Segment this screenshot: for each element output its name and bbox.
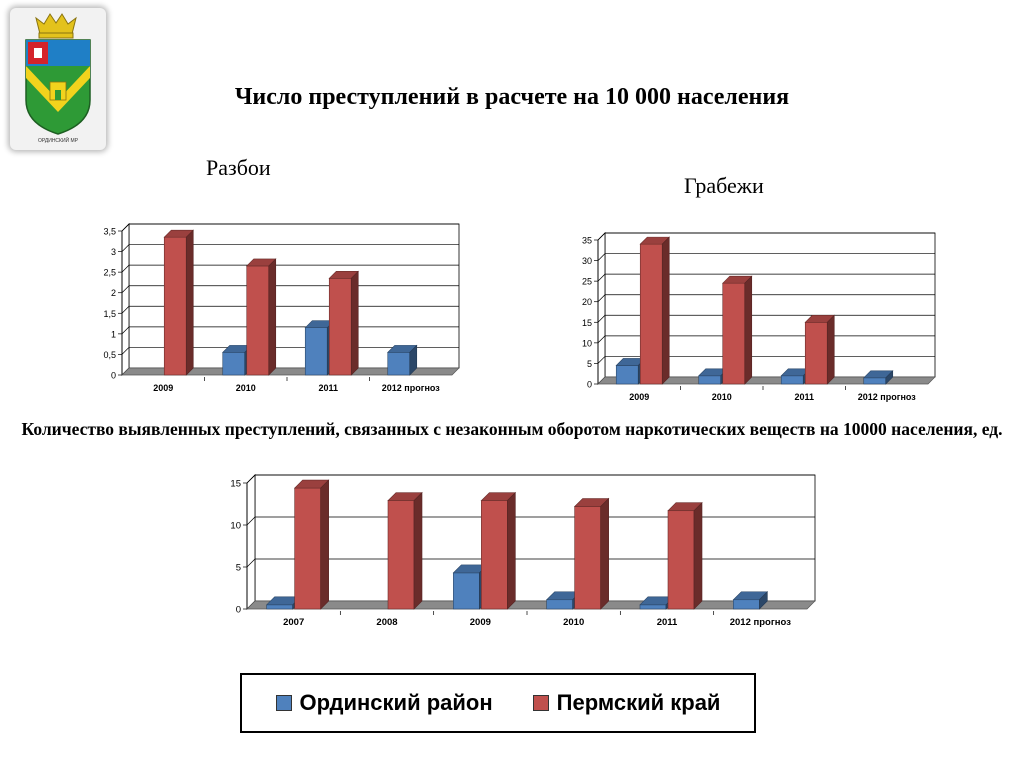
gridline bbox=[597, 253, 935, 261]
bar-perm bbox=[722, 275, 753, 385]
bar-perm bbox=[573, 497, 610, 610]
y-tick-label: 30 bbox=[582, 256, 592, 266]
legend-item-perm: Пермский край bbox=[532, 690, 721, 716]
bar-perm bbox=[293, 479, 330, 610]
plot-floor bbox=[246, 600, 816, 610]
legend-swatch-perm bbox=[532, 695, 549, 711]
gridline bbox=[246, 516, 815, 526]
y-tick-label: 0 bbox=[111, 371, 116, 381]
gridline bbox=[121, 264, 459, 273]
slide-title: Число преступлений в расчете на 10 000 н… bbox=[234, 84, 790, 110]
gridline bbox=[597, 273, 935, 282]
chart-robbery-title: Разбои bbox=[206, 155, 271, 180]
x-tick-label: 2009 bbox=[470, 617, 491, 628]
y-tick-label: 1,5 bbox=[103, 309, 116, 319]
bar-perm bbox=[328, 270, 359, 376]
mugging-chart: 0 5 10 15 20 25 30 35 2009 2010 2011 2012 прогноз bbox=[582, 232, 936, 402]
legend-swatch-ordinsky bbox=[275, 695, 292, 711]
gridline bbox=[121, 244, 459, 252]
x-tick-label: 2010 bbox=[236, 383, 256, 393]
bar-ordinsky bbox=[387, 344, 418, 376]
side-wall bbox=[121, 223, 130, 376]
x-tick-label: 2009 bbox=[629, 392, 649, 402]
gridline bbox=[246, 558, 815, 568]
x-tick-label: 2010 bbox=[712, 392, 732, 402]
robbery-chart: 0 0,5 1 1,5 2 2,5 3 3,5 2009 2010 2011 2012 прогноз bbox=[103, 223, 460, 393]
x-tick-label: 2012 прогноз bbox=[382, 383, 441, 393]
plot-wall bbox=[254, 474, 816, 602]
y-tick-label: 0 bbox=[236, 605, 241, 616]
chart-legend: Ординский район Пермский край bbox=[240, 673, 756, 733]
coat-of-arms: ОРДИНСКИЙ МР bbox=[10, 8, 106, 150]
bar-ordinsky bbox=[732, 591, 769, 610]
legend-item-ordinsky: Ординский район bbox=[275, 690, 493, 716]
x-tick-label: 2012 прогноз bbox=[730, 617, 791, 628]
y-tick-label: 20 bbox=[582, 297, 592, 307]
bar-perm bbox=[246, 258, 277, 376]
gridline bbox=[597, 232, 935, 241]
x-tick-label: 2011 bbox=[318, 383, 338, 393]
gridline bbox=[246, 474, 815, 484]
bar-perm bbox=[804, 314, 835, 385]
y-tick-label: 0,5 bbox=[103, 350, 116, 360]
chart-mugging-title: Грабежи bbox=[684, 173, 764, 198]
y-tick-label: 15 bbox=[230, 479, 241, 490]
y-tick-label: 2,5 bbox=[103, 268, 116, 278]
bar-perm bbox=[667, 501, 703, 610]
y-tick-label: 3,5 bbox=[103, 227, 116, 237]
bar-perm bbox=[387, 491, 423, 610]
x-tick-label: 2009 bbox=[153, 383, 173, 393]
bar-perm bbox=[639, 236, 670, 385]
bar-ordinsky bbox=[863, 370, 894, 385]
y-tick-label: 2 bbox=[111, 288, 116, 298]
x-tick-label: 2008 bbox=[376, 617, 397, 628]
y-tick-label: 25 bbox=[582, 277, 592, 287]
y-tick-label: 0 bbox=[587, 380, 592, 390]
x-tick-label: 2012 прогноз bbox=[858, 392, 917, 402]
y-tick-label: 5 bbox=[587, 359, 592, 369]
gridline bbox=[121, 223, 459, 232]
chart-drugs-title: Количество выявленных преступлений, связ… bbox=[21, 419, 1003, 439]
y-tick-label: 10 bbox=[582, 338, 592, 348]
side-wall bbox=[246, 474, 256, 610]
bar-perm bbox=[480, 491, 517, 610]
bar-perm bbox=[163, 229, 194, 376]
gridline bbox=[597, 294, 935, 302]
coat-caption: ОРДИНСКИЙ МР bbox=[38, 136, 79, 144]
x-tick-label: 2007 bbox=[283, 617, 304, 628]
coat-of-arms-icon: ОРДИНСКИЙ МР bbox=[25, 13, 91, 144]
x-tick-label: 2011 bbox=[794, 392, 814, 402]
legend-label-ordinsky: Ординский район bbox=[299, 690, 493, 715]
y-tick-label: 1 bbox=[111, 329, 116, 339]
drugs-chart: 0 5 10 15 2007 2008 2009 2010 2011 2012 прогноз bbox=[230, 474, 816, 628]
side-wall bbox=[597, 232, 606, 385]
y-tick-label: 5 bbox=[236, 563, 241, 574]
x-tick-label: 2010 bbox=[563, 617, 584, 628]
x-tick-label: 2011 bbox=[657, 617, 678, 628]
legend-label-perm: Пермский край bbox=[556, 690, 721, 715]
y-tick-label: 3 bbox=[111, 247, 116, 257]
y-tick-label: 10 bbox=[230, 521, 241, 532]
y-tick-label: 35 bbox=[582, 236, 592, 246]
y-tick-label: 15 bbox=[582, 318, 592, 328]
